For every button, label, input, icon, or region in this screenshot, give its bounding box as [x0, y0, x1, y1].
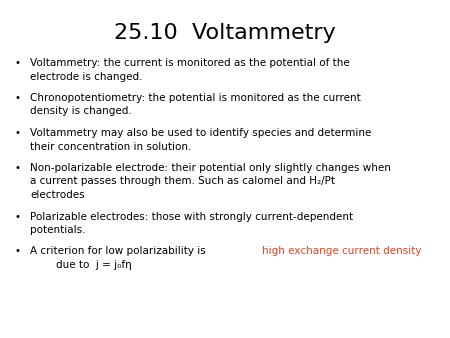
Text: Non-polarizable electrode: their potential only slightly changes when: Non-polarizable electrode: their potenti… [30, 163, 391, 173]
Text: Voltammetry: the current is monitored as the potential of the: Voltammetry: the current is monitored as… [30, 58, 350, 68]
Text: electrode is changed.: electrode is changed. [30, 72, 143, 81]
Text: a current passes through them. Such as calomel and H₂/Pt: a current passes through them. Such as c… [30, 176, 335, 187]
Text: due to  j = j₀fη: due to j = j₀fη [30, 260, 132, 270]
Text: their concentration in solution.: their concentration in solution. [30, 142, 191, 151]
Text: •: • [15, 212, 21, 221]
Text: •: • [15, 58, 21, 68]
Text: Polarizable electrodes: those with strongly current-dependent: Polarizable electrodes: those with stron… [30, 212, 353, 221]
Text: Chronopotentiometry: the potential is monitored as the current: Chronopotentiometry: the potential is mo… [30, 93, 361, 103]
Text: •: • [15, 93, 21, 103]
Text: •: • [15, 246, 21, 257]
Text: density is changed.: density is changed. [30, 106, 132, 117]
Text: A criterion for low polarizability is: A criterion for low polarizability is [30, 246, 209, 257]
Text: high exchange current density: high exchange current density [262, 246, 422, 257]
Text: •: • [15, 128, 21, 138]
Text: potentials.: potentials. [30, 225, 86, 235]
Text: •: • [15, 163, 21, 173]
Text: electrodes: electrodes [30, 190, 85, 200]
Text: Voltammetry may also be used to identify species and determine: Voltammetry may also be used to identify… [30, 128, 371, 138]
Text: 25.10  Voltammetry: 25.10 Voltammetry [114, 23, 336, 43]
